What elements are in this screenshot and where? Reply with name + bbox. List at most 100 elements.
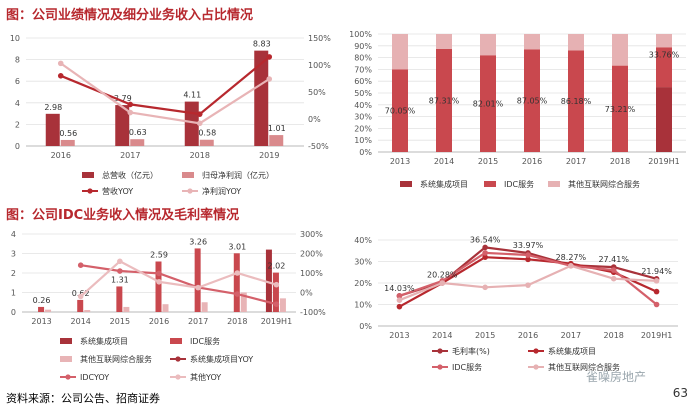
legend-label: 其他互联网综合服务 (80, 354, 152, 364)
legend-marker (533, 348, 539, 354)
data-label: 82.01% (473, 100, 504, 109)
legend-swatch (484, 181, 496, 187)
y-tick-label: 40% (354, 236, 372, 245)
x-tick-label: 2013 (389, 331, 409, 340)
data-point (653, 301, 660, 308)
y2-tick-label: 0% (308, 115, 321, 124)
y-tick-label: 0 (11, 308, 16, 317)
x-tick-label: 2017 (566, 157, 586, 166)
x-tick-label: 2015 (110, 317, 130, 326)
data-point (57, 73, 64, 79)
bar (265, 249, 272, 312)
y-tick-label: 70% (354, 65, 372, 74)
data-point (482, 250, 488, 256)
y-tick-label: 0% (359, 322, 372, 331)
bar (116, 286, 123, 312)
y2-tick-label: -50% (308, 142, 329, 151)
data-label: 4.11 (183, 91, 201, 100)
data-label: 33.76% (649, 50, 680, 59)
data-label: 3.01 (228, 242, 246, 251)
y-tick-label: 0% (359, 148, 372, 157)
legend-label: 其他互联网综合服务 (548, 362, 620, 372)
x-tick-label: 2018 (190, 151, 210, 160)
stacked-bar-segment (524, 49, 540, 152)
data-label: 1.31 (111, 275, 129, 284)
bar (279, 298, 286, 312)
bar (194, 248, 201, 312)
data-point (77, 262, 84, 268)
legend-marker (437, 348, 443, 354)
data-point (117, 268, 123, 274)
legend-marker (175, 356, 181, 362)
stacked-bar-segment (480, 55, 496, 153)
y-tick-label: 6 (15, 77, 20, 86)
legend-marker (437, 364, 443, 370)
data-point (439, 280, 446, 286)
data-point (273, 301, 280, 307)
page-number: 63 (672, 386, 688, 400)
y-tick-label: 0 (15, 142, 20, 151)
legend-label: 系统集成项目 (420, 179, 468, 189)
data-point (234, 270, 241, 276)
stacked-bar-segment (568, 34, 584, 51)
data-point (196, 111, 203, 117)
data-point (653, 288, 660, 295)
data-point (396, 293, 403, 299)
bar (60, 139, 75, 146)
x-tick-label: 2019 (259, 151, 279, 160)
bar (155, 261, 162, 312)
data-point (156, 270, 162, 277)
y2-tick-label: 150% (308, 34, 331, 43)
y-tick-label: 80% (354, 54, 372, 63)
data-label: 87.05% (517, 97, 548, 106)
chart3-title: 图：公司IDC业务收入情况及毛利率情况 (6, 208, 240, 223)
bar (45, 309, 52, 312)
legend-swatch (182, 172, 194, 178)
bar (45, 113, 60, 146)
data-point (273, 281, 280, 288)
data-label: 73.21% (605, 105, 636, 114)
idc-revenue-chart: 0 1 2 3 4 -100% 0% 100% 200% 300% 2013 2014 2015 2016… (11, 230, 326, 382)
data-point (568, 263, 574, 269)
stacked-bar-segment (656, 47, 672, 88)
legend-marker (187, 188, 193, 194)
y-tick-label: 10% (354, 301, 372, 310)
data-point (57, 60, 64, 67)
y2-tick-label: 300% (300, 230, 323, 239)
bar (201, 302, 208, 312)
stacked-bar-segment (656, 87, 672, 152)
data-label: 3.79 (114, 94, 132, 103)
x-tick-label: 2013 (390, 157, 410, 166)
data-label: 33.97% (513, 241, 544, 250)
series-line (60, 62, 270, 125)
data-point (653, 278, 660, 284)
y-tick-label: 3 (11, 250, 16, 259)
data-label: 86.18% (561, 97, 592, 106)
bar (130, 139, 145, 146)
legend-label: 系统集成项目YOY (190, 354, 253, 364)
x-tick-label: 2016 (51, 151, 71, 160)
legend-label: IDCYOY (80, 373, 109, 382)
y2-tick-label: 50% (308, 88, 326, 97)
legend-label: 营收YOY (102, 186, 133, 196)
y-tick-label: 50% (354, 89, 372, 98)
x-tick-label: 2019H1 (261, 317, 292, 326)
y-tick-label: 2 (15, 120, 20, 129)
bar (272, 272, 279, 312)
series-line (80, 264, 277, 306)
stacked-bar-segment (612, 34, 628, 66)
x-tick-label: 2016 (518, 331, 538, 340)
y-tick-label: 20% (354, 279, 372, 288)
data-point (195, 284, 201, 291)
stacked-bar-segment (480, 34, 496, 56)
legend-swatch (82, 172, 94, 178)
y-tick-label: 30% (354, 113, 372, 122)
data-point (117, 258, 123, 265)
bar (233, 253, 240, 312)
bar (254, 50, 269, 146)
legend-label: 净利润YOY (202, 186, 241, 196)
data-label: 0.62 (72, 289, 90, 298)
data-label: 2.02 (268, 262, 286, 271)
legend-label: 其他互联网综合服务 (568, 179, 640, 189)
data-label: 2.59 (150, 250, 168, 259)
